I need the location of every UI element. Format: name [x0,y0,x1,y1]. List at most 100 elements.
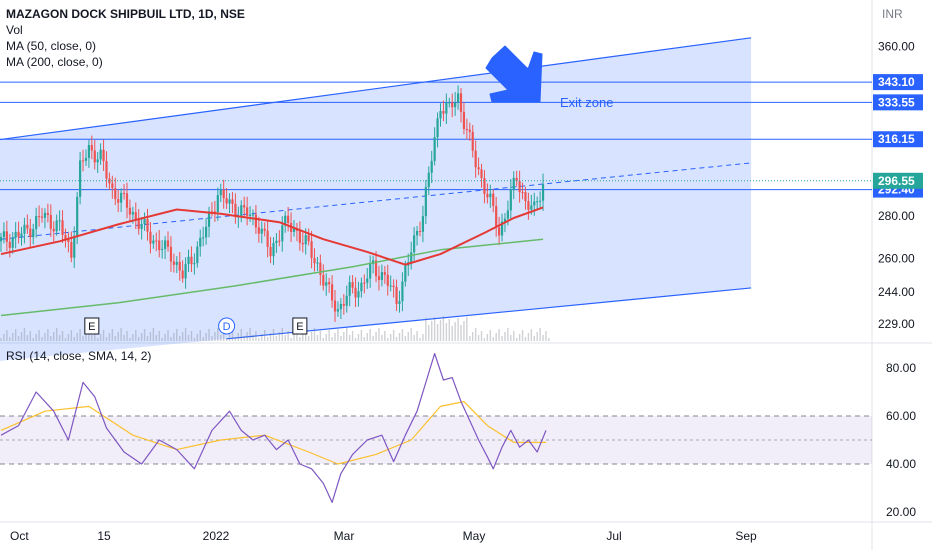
volume-bar [533,336,535,341]
volume-bar [44,333,46,341]
volume-bar [225,338,228,341]
candle-body [17,231,20,237]
volume-bar [442,316,445,341]
candle-body [383,272,386,275]
volume-bar [513,331,515,341]
volume-bar [41,337,43,341]
candle-body [278,240,281,242]
candle-body [345,295,348,306]
volume-bar [38,330,40,341]
volume-bar [524,337,527,341]
volume-bar [105,337,108,341]
candle-body [266,230,269,247]
volume-bar [477,335,480,341]
volume-bar [469,336,471,341]
volume-bar [176,329,178,341]
candle-body [155,240,158,242]
candle-body [336,309,340,312]
volume-bar [492,337,494,341]
candle-body [298,230,301,243]
candle-body [137,219,140,229]
candle-body [213,211,216,213]
volume-bar [17,336,20,341]
volume-bar [510,335,512,341]
candle-body [342,303,345,306]
candle-body [380,272,383,280]
candle-body [468,129,471,132]
volume-bar [495,333,497,341]
candle-body [541,184,545,201]
indicator-ma50: MA (50, close, 0) [6,39,97,53]
candle-body [96,159,99,163]
volume-bar [322,338,324,341]
volume-bar [290,338,292,341]
candle-body [84,157,88,161]
volume-bar [375,332,377,341]
volume-bar [425,318,427,341]
candle-body [23,224,26,234]
volume-bar [275,336,278,341]
candle-body [32,229,35,238]
candle-body [184,263,187,279]
candle-body [49,214,52,229]
candle-body [527,201,530,210]
volume-bar [255,331,257,341]
dividend-marker-label: D [223,321,231,333]
candle-body [246,207,249,216]
volume-bar [14,329,17,341]
rsi-line [0,353,547,503]
volume-bar [431,321,433,341]
volume-bar [55,328,58,341]
candle-body [486,193,489,198]
volume-bar [269,333,272,341]
channel-fill [0,37,752,361]
candle-body [231,199,234,204]
volume-bar [410,328,412,341]
candle-body [415,230,419,236]
candle-body [506,210,509,219]
volume-bar [146,336,149,341]
candle-body [26,224,29,229]
candle-body [333,300,337,312]
volume-bar [50,336,52,341]
price-tick-label: 229.00 [878,317,915,331]
candle-body [216,195,219,213]
volume-bar [302,333,304,341]
volume-bar [85,332,87,341]
candle-body [187,256,190,264]
candle-body [524,192,527,202]
volume-bar [9,337,11,341]
candle-body [166,240,170,247]
candle-body [518,180,521,193]
volume-bar [196,334,199,341]
level-price-tag [873,74,923,91]
candle-body [117,199,120,203]
candle-body [222,189,225,199]
candle-body [442,110,445,114]
volume-bar [173,333,175,341]
candle-body [251,214,255,216]
volume-bar [319,331,322,341]
volume-bar [337,329,339,341]
candle-body [120,192,123,203]
level-price-tag [873,131,923,148]
volume-bar [483,338,486,341]
candle-body [272,243,275,257]
candle-body [339,303,342,310]
volume-bar [208,329,210,341]
volume-bar [328,330,330,341]
candle-body [521,192,524,194]
ma200-line [0,238,544,317]
time-tick-label: Jul [606,529,621,543]
volume-bar [26,335,29,341]
rsi-title: RSI (14, close, SMA, 14, 2) [6,349,152,363]
volume-bar [372,336,374,341]
volume-bar [419,338,421,341]
candle-body [433,137,436,161]
volume-bar [428,325,430,341]
candle-body [492,193,495,206]
volume-bar [181,332,184,341]
candle-body [243,205,246,208]
candle-body [456,93,460,103]
candle-body [322,274,325,286]
